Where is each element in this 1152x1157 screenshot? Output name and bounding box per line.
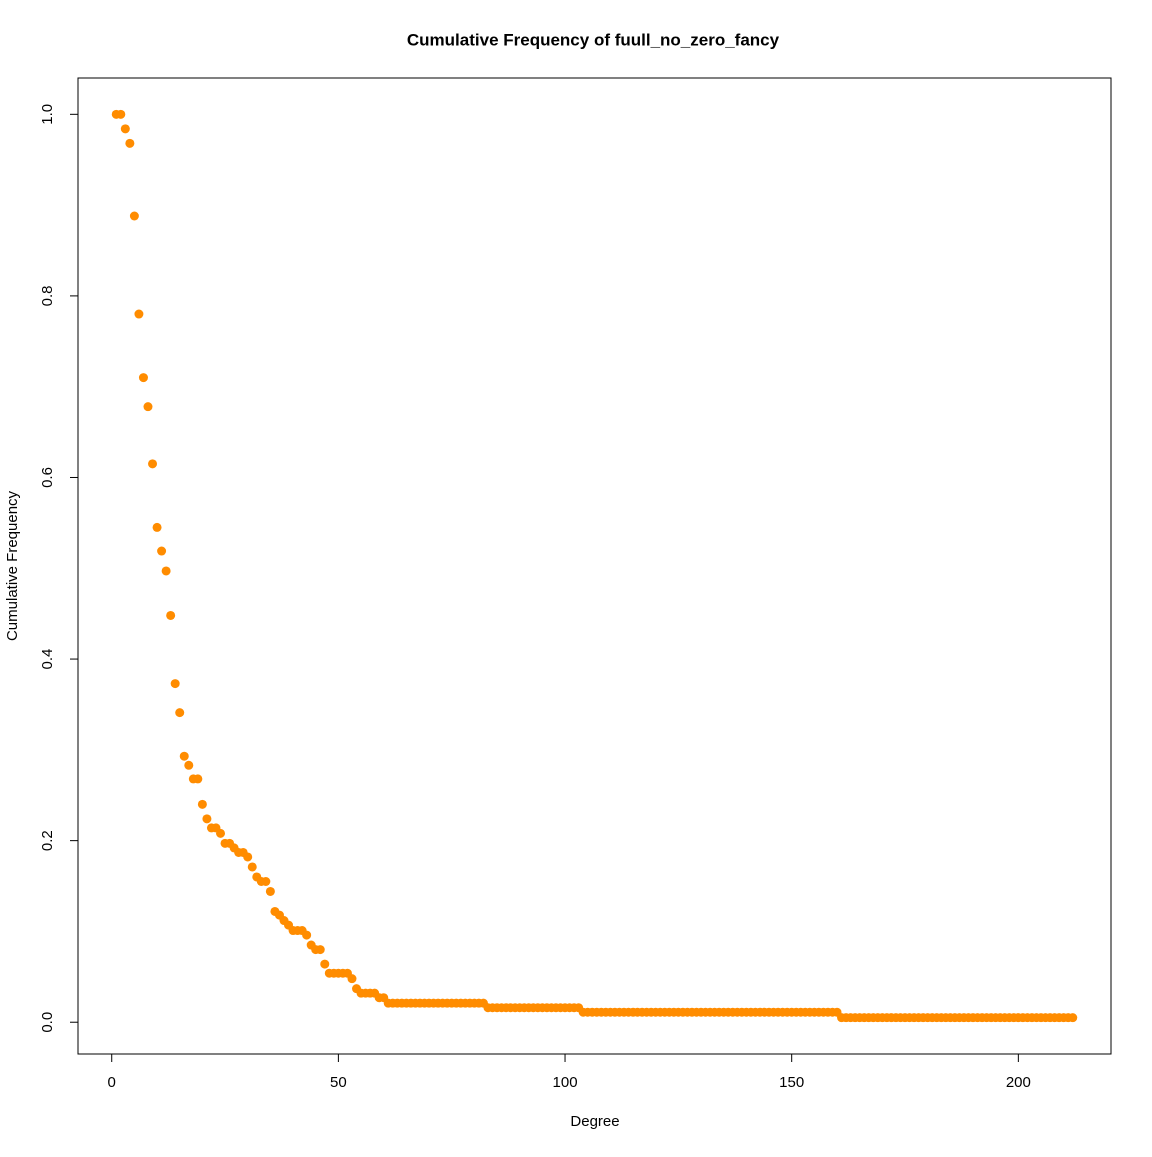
point — [302, 930, 312, 940]
point — [265, 886, 275, 896]
point — [184, 760, 194, 770]
y-tick-label: 0.4 — [39, 649, 56, 670]
point — [170, 679, 180, 689]
point — [161, 566, 171, 576]
point — [125, 138, 135, 148]
point — [179, 751, 189, 761]
x-tick-label: 200 — [1006, 1074, 1031, 1091]
point — [243, 852, 253, 862]
x-tick-label: 50 — [330, 1074, 347, 1091]
point — [247, 862, 257, 872]
y-tick-label: 0.2 — [39, 830, 56, 851]
point — [116, 109, 126, 119]
point — [166, 610, 176, 620]
plot-frame — [77, 77, 1112, 1055]
point — [261, 876, 271, 886]
point — [1068, 1013, 1078, 1023]
point — [202, 814, 212, 824]
y-tick-label: 1.0 — [39, 104, 56, 125]
y-tick-label: 0.6 — [39, 467, 56, 488]
point — [315, 945, 325, 955]
x-tick-label: 100 — [553, 1074, 578, 1091]
point — [143, 402, 153, 412]
point — [120, 124, 130, 134]
chart-title: Cumulative Frequency of fuull_no_zero_fa… — [407, 30, 780, 49]
point — [138, 373, 148, 383]
y-axis-label: Cumulative Frequency — [4, 490, 21, 641]
y-tick-label: 0.0 — [39, 1012, 56, 1033]
x-tick-label: 0 — [108, 1074, 116, 1091]
point — [129, 211, 139, 221]
point — [197, 799, 207, 809]
point — [157, 546, 167, 556]
x-axis-label: Degree — [570, 1113, 619, 1130]
point — [152, 522, 162, 532]
y-tick-label: 0.8 — [39, 285, 56, 306]
point — [175, 708, 185, 718]
point — [320, 959, 330, 969]
point — [134, 309, 144, 319]
point — [347, 974, 357, 984]
point — [148, 459, 158, 469]
point — [216, 828, 226, 838]
x-tick-label: 150 — [779, 1074, 804, 1091]
point — [193, 774, 203, 784]
